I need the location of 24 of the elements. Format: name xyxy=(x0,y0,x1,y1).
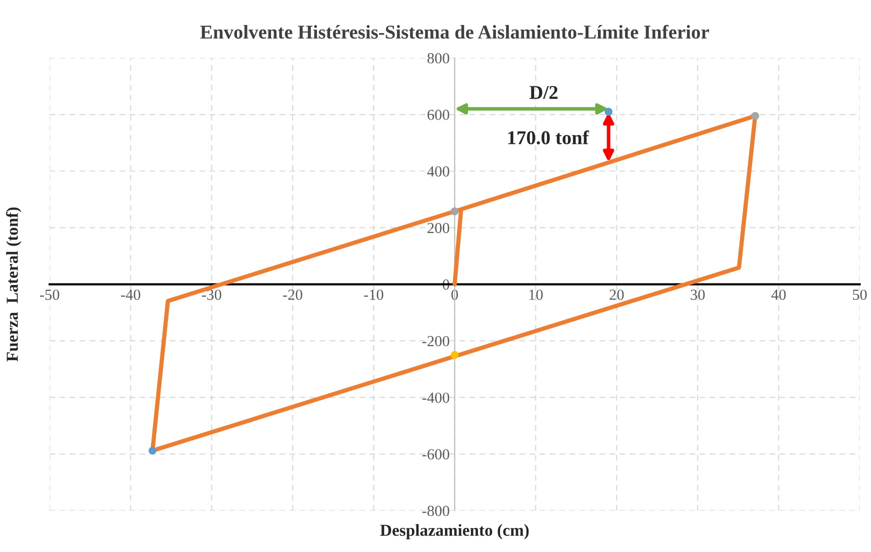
x-tick-label: 30 xyxy=(690,290,705,300)
annotation: 170.0 tonf xyxy=(508,130,590,144)
y-tick-label: -800 xyxy=(422,506,450,516)
x-tick-label: 20 xyxy=(610,290,624,300)
x-tick-label: 50 xyxy=(852,290,867,300)
y-tick-label: 400 xyxy=(427,166,450,177)
y-tick-label: -400 xyxy=(422,392,450,403)
x-axis-title: Desplazamiento (cm) xyxy=(380,524,529,540)
y-tick-label: 600 xyxy=(428,110,450,120)
x-tick-label: -50 xyxy=(40,290,60,300)
x-tick-label: -20 xyxy=(283,290,302,300)
x-tick-label: 40 xyxy=(771,290,786,300)
x-tick-label: 0 xyxy=(451,290,458,300)
y-tick-label: -200 xyxy=(422,336,450,346)
x-tick-label: 10 xyxy=(529,290,543,300)
y-tick-label: 800 xyxy=(427,53,450,64)
x-tick-label: -10 xyxy=(364,290,384,300)
y-tick-label: 200 xyxy=(428,222,450,234)
y-tick-label: -600 xyxy=(422,449,450,460)
annotation: D/2 xyxy=(530,86,558,100)
x-tick-label: -40 xyxy=(121,290,140,300)
y-axis-title: Fuerza Lateral (tonf) xyxy=(6,207,22,362)
x-tick-label: -30 xyxy=(202,290,222,300)
chart-title: Envolvente Histéresis-Sistema de Aislamiento-Límite Inferior xyxy=(200,24,709,39)
